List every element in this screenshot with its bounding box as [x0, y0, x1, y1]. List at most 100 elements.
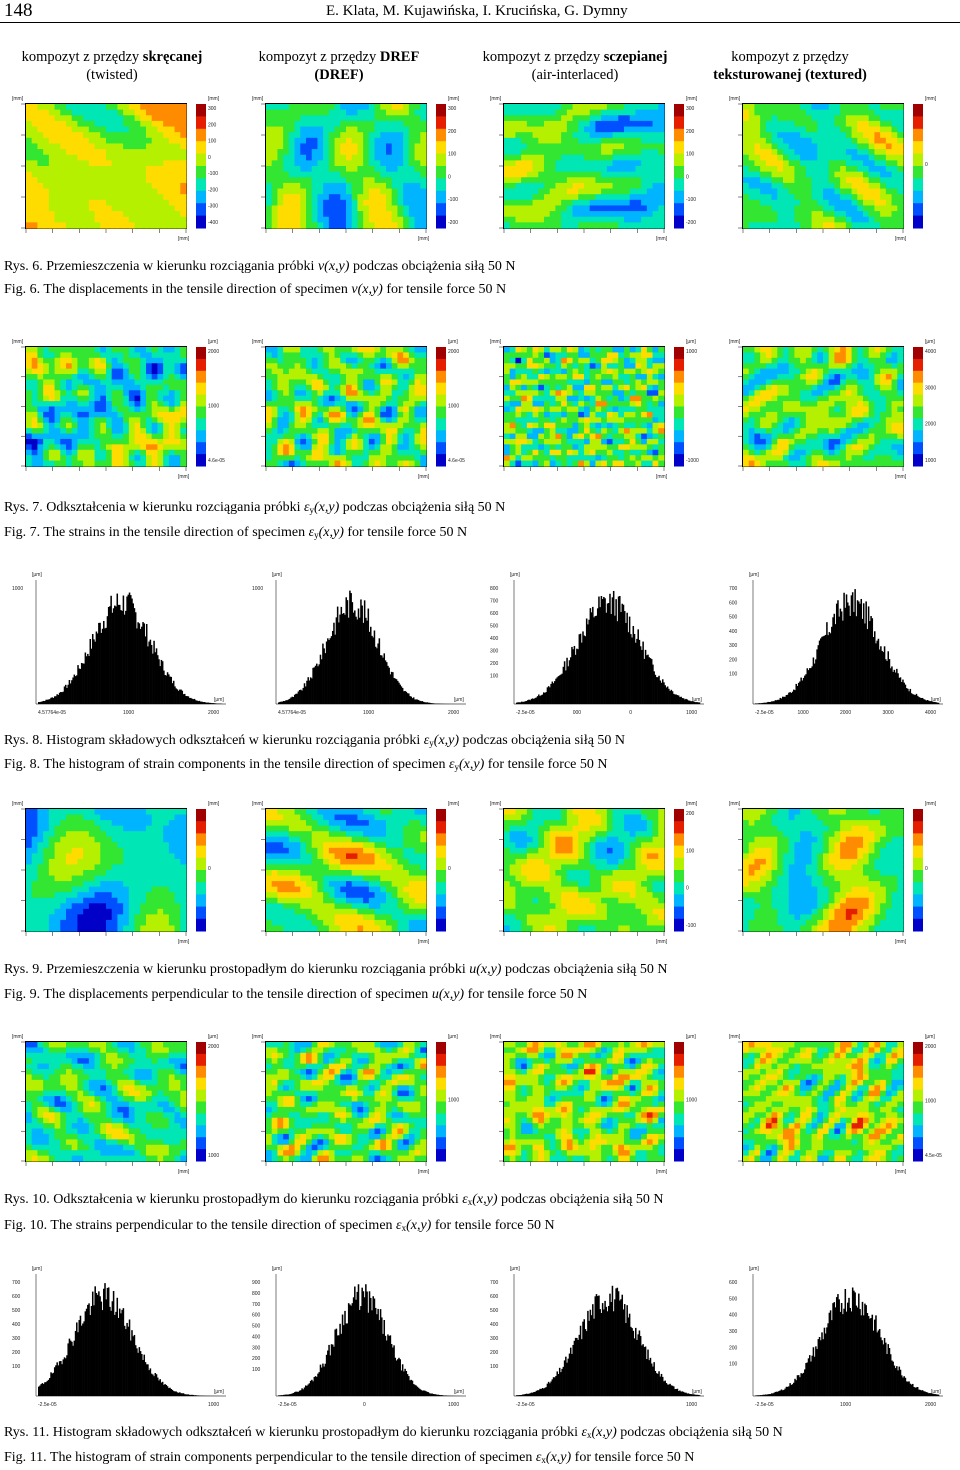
map-cell — [117, 166, 124, 173]
map-cell — [266, 363, 273, 370]
map-cell — [151, 154, 159, 161]
map-cell — [765, 395, 773, 402]
map-cell — [629, 132, 637, 139]
map-cell — [294, 132, 301, 139]
map-cell — [624, 137, 631, 145]
map-cell — [163, 182, 170, 190]
map-cell — [380, 216, 387, 223]
map-cell — [288, 368, 296, 375]
map-cell — [374, 194, 381, 201]
map-cell — [77, 357, 84, 364]
y-unit-label: [mm] — [252, 96, 264, 102]
map-cell — [157, 120, 164, 128]
map-cell — [658, 411, 665, 418]
map-cell — [555, 205, 562, 212]
map-cell — [351, 406, 359, 413]
map-cell — [532, 177, 539, 184]
map-cell — [800, 104, 807, 111]
map-cell — [760, 137, 767, 145]
map-cell — [595, 347, 602, 354]
map-cell — [544, 182, 551, 190]
map-cell — [641, 194, 648, 201]
map-cell — [391, 428, 399, 435]
map-cell — [123, 132, 130, 139]
map-cell — [504, 395, 511, 402]
map-cell — [380, 171, 387, 178]
map-cell — [351, 188, 359, 195]
map-cell — [538, 395, 545, 402]
map-cell — [386, 104, 393, 111]
map-cell — [340, 368, 347, 375]
map-cell — [555, 401, 562, 408]
map-cell — [60, 379, 67, 386]
map-cell — [26, 406, 33, 413]
map-cell — [555, 460, 562, 467]
map-cell — [88, 384, 96, 391]
map-cell — [180, 368, 187, 375]
map-cell — [368, 104, 376, 111]
map-cell — [526, 406, 534, 413]
map-cell — [391, 205, 399, 212]
column-heading-dref: kompozyt z przędzy DREF (DREF) — [224, 48, 454, 84]
map-cell — [403, 149, 410, 156]
map-cell — [635, 149, 642, 156]
map-cell — [151, 433, 159, 440]
map-cell — [26, 428, 33, 435]
map-cell — [403, 166, 410, 173]
map-cell — [174, 438, 181, 445]
map-cell — [351, 216, 359, 223]
map-cell — [146, 120, 153, 128]
colorbar-segment — [196, 382, 206, 396]
map-cell — [403, 177, 410, 184]
map-cell — [618, 166, 625, 173]
map-cell — [578, 160, 585, 167]
map-cell — [595, 115, 602, 122]
map-cell — [845, 449, 853, 456]
map-cell — [515, 417, 522, 424]
x-unit-label: [mm] — [895, 236, 907, 242]
map-cell — [897, 154, 904, 161]
map-cell — [823, 368, 830, 375]
map-cell — [601, 357, 608, 364]
map-cell — [788, 352, 796, 359]
map-cell — [805, 120, 813, 128]
map-cell — [595, 417, 602, 424]
map-cell — [549, 171, 557, 178]
map-cell — [277, 455, 284, 462]
map-cell — [874, 222, 881, 229]
map-cell — [311, 357, 319, 364]
map-cell — [760, 177, 767, 184]
map-cell — [629, 166, 637, 173]
map-cell — [88, 188, 96, 195]
map-cell — [168, 182, 176, 190]
map-cell — [294, 422, 301, 429]
map-cell — [311, 417, 319, 424]
map-cell — [589, 449, 597, 456]
map-cell — [578, 143, 585, 150]
map-cell — [420, 444, 427, 451]
map-cell — [840, 211, 847, 218]
map-cell — [277, 395, 284, 402]
map-cell — [323, 120, 330, 128]
map-cell — [157, 395, 164, 402]
map-cell — [652, 449, 659, 456]
map-cell — [515, 363, 522, 370]
map-cell — [288, 352, 296, 359]
map-cell — [323, 104, 330, 111]
map-cell — [60, 347, 67, 354]
map-cell — [549, 417, 557, 424]
map-cell — [828, 211, 836, 218]
map-cell — [601, 132, 608, 139]
map-cell — [37, 411, 44, 418]
map-cell — [88, 104, 96, 111]
map-cell — [123, 149, 130, 156]
map-cell — [765, 433, 773, 440]
map-cell — [601, 374, 608, 381]
map-cell — [60, 438, 67, 445]
map-cell — [868, 177, 876, 184]
map-cell — [584, 406, 591, 413]
map-cell — [515, 132, 522, 139]
map-cell — [283, 120, 290, 128]
map-cell — [151, 211, 159, 218]
map-cell — [532, 379, 539, 386]
